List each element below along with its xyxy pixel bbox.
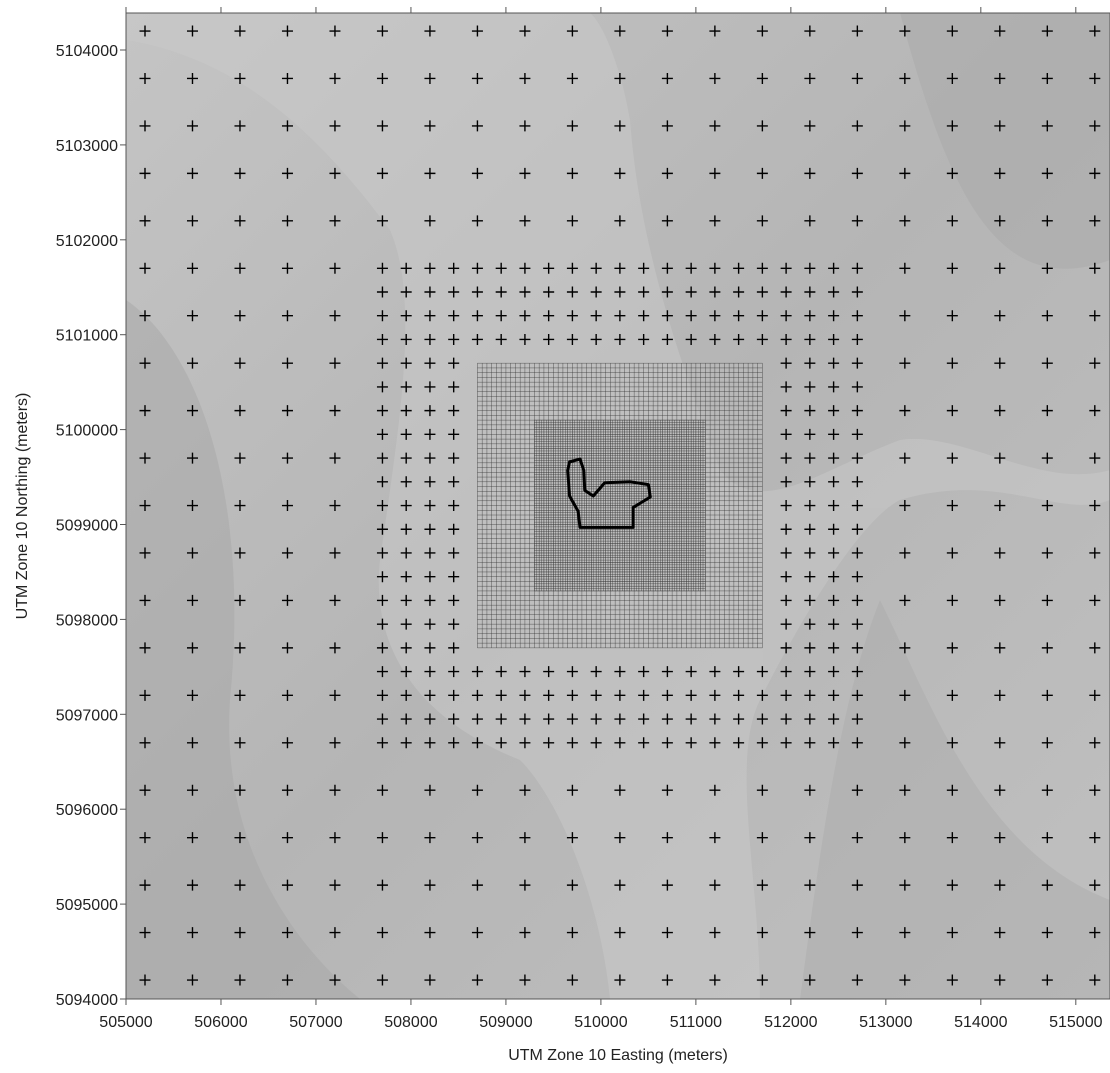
x-axis-label: UTM Zone 10 Easting (meters) (508, 1047, 728, 1064)
x-tick-label: 507000 (289, 1014, 342, 1031)
x-tick-label: 511000 (670, 1014, 722, 1031)
y-tick-label: 5097000 (56, 707, 118, 724)
x-tick-label: 505000 (99, 1014, 152, 1031)
x-tick-label: 508000 (384, 1014, 437, 1031)
y-tick-label: 5100000 (56, 423, 118, 440)
y-tick-label: 5094000 (56, 992, 118, 1009)
x-tick-label: 513000 (859, 1014, 912, 1031)
y-tick-label: 5096000 (56, 802, 118, 819)
x-tick-label: 509000 (479, 1014, 532, 1031)
y-tick-label: 5102000 (56, 233, 118, 250)
y-tick-label: 5101000 (56, 328, 118, 345)
x-tick-label: 514000 (954, 1014, 1007, 1031)
y-axis-label: UTM Zone 10 Northing (meters) (14, 393, 31, 620)
y-tick-label: 5103000 (56, 138, 118, 155)
x-tick-label: 512000 (764, 1014, 817, 1031)
x-tick-label: 510000 (574, 1014, 627, 1031)
x-tick-label: 515000 (1049, 1014, 1102, 1031)
y-tick-label: 5098000 (56, 612, 118, 629)
x-tick-label: 506000 (194, 1014, 247, 1031)
map: UTM Zone 10 Easting (meters) UTM Zone 10… (0, 0, 1110, 1068)
y-tick-label: 5099000 (56, 518, 118, 535)
y-tick-label: 5095000 (56, 897, 118, 914)
y-tick-label: 5104000 (56, 43, 118, 60)
